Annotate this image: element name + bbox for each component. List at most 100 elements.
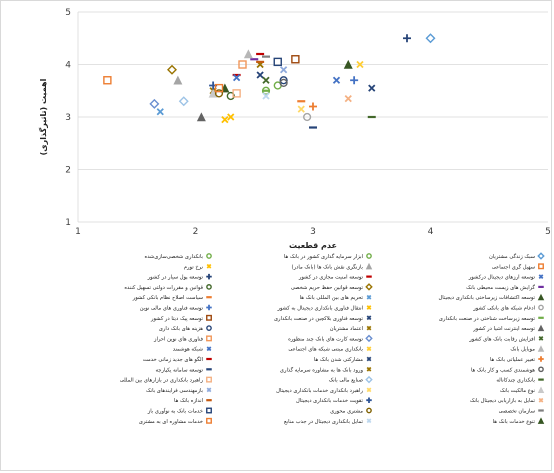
y-axis-title: اهمیت (تاثیرگذاری) (38, 78, 48, 155)
legend-entry: فناوری های نوین احراز (153, 336, 204, 342)
legend-entry: مشتری محوری (330, 409, 363, 415)
data-point (167, 64, 177, 75)
data-point (178, 96, 189, 107)
legend-marker (538, 366, 544, 373)
data-point (262, 92, 270, 100)
y-tick-label: 5 (65, 8, 71, 18)
legend-entry: نرخ تورم (184, 264, 203, 270)
data-point (332, 76, 341, 84)
legend-entry: تقویت خدمات بانکداری دیجیتال (296, 398, 364, 404)
legend-marker (366, 346, 372, 352)
legend-marker (537, 345, 545, 352)
legend-entry: شبکه هوشمند (173, 347, 203, 353)
legend-entry: ابزار سرمایه گذاری کشور در بانک ها (284, 253, 363, 260)
data-point (403, 34, 411, 43)
legend-entry: توسعه ارزهای دیجیتال درکشور (468, 275, 536, 281)
legend-entry: سازمان تخصصی (499, 409, 535, 415)
legend-entry: توسعه اینترنت اشیا در کشور (472, 326, 535, 332)
data-point (425, 33, 436, 44)
legend-entry: خدمات مشاوره ای به مشتری (139, 419, 203, 425)
legend-entry: سهیل گری اجتماعی (492, 263, 535, 270)
legend-entry: ادغام شبکه های بانکی کشور (472, 306, 535, 312)
legend-marker (538, 263, 544, 270)
x-tick-label: 3 (310, 227, 316, 237)
legend-entry: توسعه پول سیار در کشور (147, 275, 204, 281)
legend-entry: تحریم های بین المللی بانک ها (300, 294, 364, 301)
data-point (273, 57, 282, 67)
legend-marker (206, 253, 212, 259)
legend-entry: توسعه اکتشافات زیرساختی بانکداری دیجیتال (439, 295, 536, 301)
legend-entry: توسعه پیک دیتا در کشور (150, 315, 204, 322)
legend-entry: موبایل بانک (510, 346, 535, 353)
data-point (262, 76, 270, 84)
legend-marker (366, 253, 372, 259)
legend-marker (366, 315, 372, 321)
y-tick-label: 3 (65, 113, 71, 123)
legend-marker (538, 304, 544, 311)
legend-marker (537, 386, 545, 393)
data-point (149, 98, 160, 109)
legend-entry: توسعه فناوری بلاکچین در صنعت بانکداری (274, 316, 364, 322)
legend-entry: مشارکتی شدن بانک ها (314, 356, 363, 363)
legend-marker (366, 418, 372, 424)
data-point (227, 113, 235, 121)
legend-entry: اندازه بانک ها (174, 397, 203, 404)
legend-entry: توسعه فناوری های مالی نوین (140, 306, 204, 312)
data-point (196, 112, 206, 122)
legend-entry: بانکداری چندکاناله (496, 378, 535, 384)
legend-marker (538, 397, 544, 403)
legend-marker (365, 262, 373, 270)
legend-entry: توسعه قوانین حفظ حریم شخصی (291, 285, 364, 291)
legend-entry: هوشمندی کسب و کار بانک ها (471, 366, 535, 373)
legend-entry: اعتماد مشتریان (330, 326, 363, 332)
legend-entry: افزایش رقابت بانک های کشور (468, 335, 535, 342)
data-point (279, 78, 288, 87)
legend-marker (365, 375, 373, 384)
data-point (356, 60, 364, 69)
legend-entry: خدمات بانک به نوآوری باز (147, 408, 203, 415)
legend-entry: هزینه های بانک داری (159, 325, 203, 332)
data-point (368, 84, 376, 92)
legend-entry: الگو های جدید زمانی خدمت (143, 356, 203, 363)
data-point (238, 60, 247, 69)
data-point (214, 89, 224, 98)
legend-marker (366, 387, 372, 393)
legend-entry: قوانین و مقررات دولتی تسهیل کننده (124, 285, 203, 291)
data-point (279, 66, 288, 74)
legend-marker (537, 324, 545, 332)
legend-marker (206, 325, 212, 331)
legend-marker (366, 294, 372, 300)
data-point (297, 105, 305, 113)
data-point (232, 89, 241, 98)
legend-entry: بانکداری شخصی‌سازی‌شده (144, 254, 203, 260)
legend-entry: بازنگری نقش بانک ها (بانک مادر) (292, 263, 363, 270)
legend-marker (537, 293, 545, 301)
data-point (221, 115, 229, 124)
legend-entry: توسعه کارت های بانک چند منظوره (288, 335, 363, 342)
legend-entry: راهبرد بانکداری در بازارهای بین المللی (120, 378, 204, 384)
legend-marker (206, 387, 212, 393)
data-point (243, 49, 253, 59)
legend-marker (365, 283, 373, 291)
legend-entry: تمایل به بازاریابی دیجیتال بانک (470, 397, 536, 404)
legend-marker (537, 417, 545, 424)
legend-marker (206, 304, 212, 311)
data-point (350, 76, 359, 85)
y-tick-label: 2 (65, 166, 71, 176)
legend-marker (366, 356, 372, 362)
legend-marker (206, 273, 212, 280)
legend-marker (366, 366, 372, 372)
x-tick-label: 1 (75, 227, 81, 237)
legend-marker (206, 263, 212, 269)
data-point (303, 112, 312, 122)
x-axis-title: عدم قطعیت (289, 241, 337, 250)
legend-marker (206, 314, 212, 321)
legend-entry: توسعه سامانه یکپارچه (155, 367, 203, 373)
legend-entry: انتقال فناوری بانکداری دیجیتال به کشور (276, 306, 363, 312)
legend-entry: تنوع خدمات بانک ها (493, 418, 536, 425)
legend-marker (206, 284, 212, 290)
x-tick-label: 5 (545, 227, 551, 237)
data-point (173, 75, 183, 85)
